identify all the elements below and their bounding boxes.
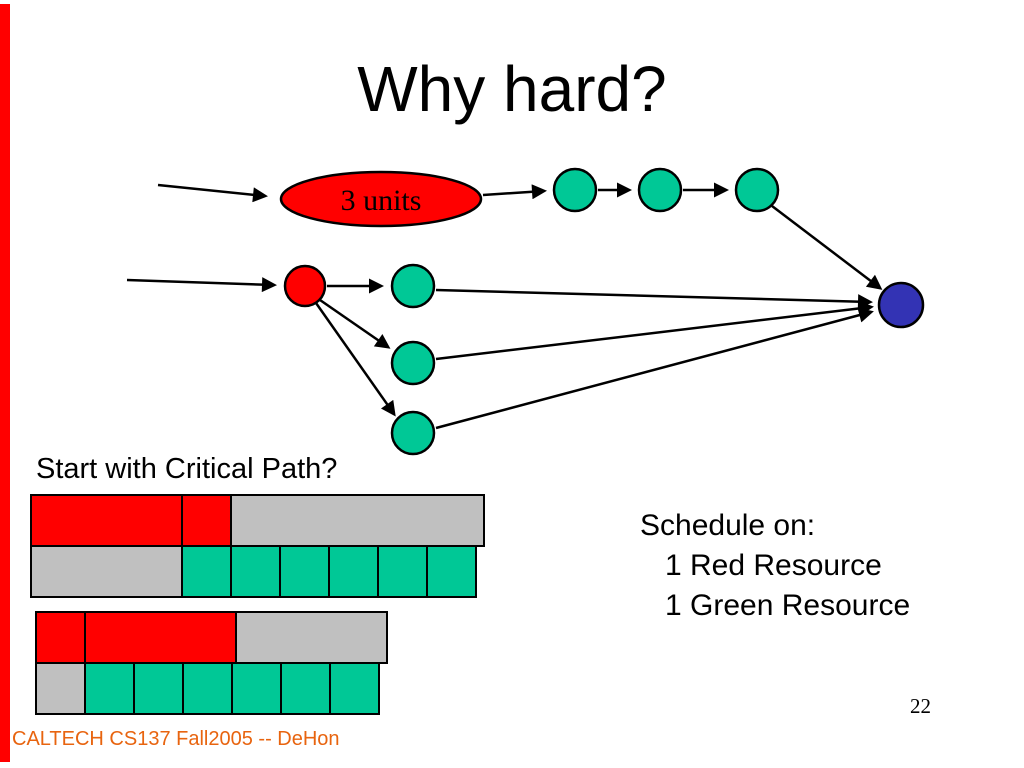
units-label: 3 units — [341, 184, 422, 217]
schedule-cell-green — [181, 545, 232, 598]
node-green-1 — [552, 167, 598, 213]
schedule-cell-green — [329, 662, 380, 715]
schedule-cell-green — [279, 545, 330, 598]
schedule-chart-critical-path — [30, 494, 485, 598]
edge-green5-to-blue — [435, 300, 874, 361]
edge-red-to-green6 — [314, 302, 396, 417]
schedule-cell-green — [230, 545, 281, 598]
schedule-cell-gray — [35, 662, 86, 715]
schedule-cell-gray — [230, 494, 485, 547]
schedule-cell-green — [328, 545, 379, 598]
node-green-6 — [390, 410, 436, 456]
edge-input-to-ellipse — [157, 183, 268, 203]
edge-red-to-green5 — [319, 298, 391, 349]
schedule-cell-red — [35, 611, 86, 664]
edge-input-to-red — [126, 277, 277, 293]
schedule-chart-alternative — [35, 611, 388, 715]
node-blue-sink — [877, 281, 925, 329]
schedule-cell-green — [426, 545, 477, 598]
footer-text: CALTECH CS137 Fall2005 -- DeHon — [12, 728, 340, 750]
node-green-2 — [637, 167, 683, 213]
page-number: 22 — [910, 694, 931, 718]
edge-green6-to-blue — [435, 307, 874, 430]
schedule-on-block: Schedule on: 1 Red Resource 1 Green Reso… — [640, 506, 910, 626]
schedule-cell-red — [181, 494, 232, 547]
schedule-on-heading: Schedule on: — [640, 509, 816, 542]
slide-accent-strip — [0, 4, 10, 762]
schedule-cell-gray — [235, 611, 388, 664]
schedule-row-green-resource — [35, 662, 388, 715]
schedule-resource-green: 1 Green Resource — [665, 589, 911, 622]
schedule-cell-green — [133, 662, 184, 715]
schedule-row-green-resource — [30, 545, 485, 598]
schedule-row-red-resource — [35, 611, 388, 664]
schedule-cell-green — [84, 662, 135, 715]
critical-path-question: Start with Critical Path? — [36, 453, 338, 485]
slide-title: Why hard? — [357, 53, 667, 125]
node-units-ellipse — [279, 170, 483, 228]
node-green-4 — [390, 263, 436, 309]
node-green-3 — [734, 167, 780, 213]
schedule-cell-gray — [30, 545, 183, 598]
node-red-source — [283, 264, 327, 308]
schedule-cell-green — [182, 662, 233, 715]
schedule-cell-green — [280, 662, 331, 715]
schedule-cell-green — [377, 545, 428, 598]
edge-ellipse-to-green1 — [482, 184, 547, 200]
schedule-cell-red — [30, 494, 183, 547]
schedule-resource-red: 1 Red Resource — [665, 549, 882, 582]
schedule-cell-green — [231, 662, 282, 715]
edge-green3-to-blue — [771, 205, 883, 290]
schedule-row-red-resource — [30, 494, 485, 547]
schedule-cell-red — [84, 611, 237, 664]
edge-green4-to-blue — [435, 288, 873, 310]
node-green-5 — [390, 340, 436, 386]
